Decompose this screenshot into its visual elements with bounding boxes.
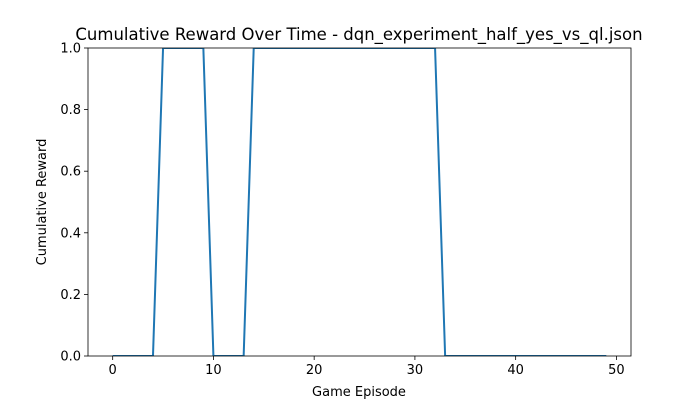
x-axis-label: Game Episode bbox=[312, 385, 406, 400]
chart-title: Cumulative Reward Over Time - dqn_experi… bbox=[75, 25, 642, 45]
y-tick-label: 0.8 bbox=[60, 103, 81, 118]
plot-frame bbox=[87, 47, 632, 357]
y-tick-label: 0.4 bbox=[60, 226, 81, 241]
y-axis: 0.0 0.2 0.4 0.6 0.8 1.0 bbox=[60, 42, 88, 365]
x-tick-label: 0 bbox=[109, 363, 117, 378]
y-tick-label: 1.0 bbox=[60, 42, 81, 57]
x-axis: 0 10 20 30 40 50 bbox=[109, 356, 625, 378]
series-layer bbox=[112, 48, 607, 356]
x-tick-label: 30 bbox=[407, 363, 424, 378]
series-line-0 bbox=[112, 48, 607, 356]
y-tick-label: 0.6 bbox=[60, 165, 81, 180]
x-tick-label: 10 bbox=[205, 363, 222, 378]
y-axis-label: Cumulative Reward bbox=[35, 139, 50, 266]
y-tick-label: 0.0 bbox=[60, 350, 81, 365]
x-tick-label: 50 bbox=[608, 363, 625, 378]
x-tick-label: 20 bbox=[306, 363, 323, 378]
y-tick-label: 0.2 bbox=[60, 288, 81, 303]
x-tick-label: 40 bbox=[507, 363, 524, 378]
